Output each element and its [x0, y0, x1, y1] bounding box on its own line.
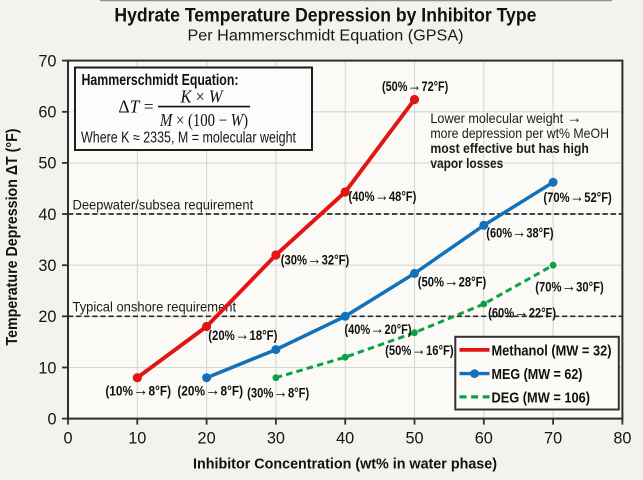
- svg-text:40: 40: [38, 206, 56, 224]
- svg-text:(10%→8°F): (10%→8°F): [105, 379, 171, 399]
- svg-text:K × W: K × W: [180, 86, 224, 106]
- svg-text:Per Hammerschmidt Equation (GP: Per Hammerschmidt Equation (GPSA): [188, 27, 464, 44]
- svg-text:10: 10: [128, 429, 146, 447]
- svg-text:M × (100 − W): M × (100 − W): [159, 110, 248, 130]
- svg-text:Hydrate Temperature Depression: Hydrate Temperature Depression by Inhibi…: [114, 4, 536, 26]
- svg-text:70: 70: [38, 52, 56, 70]
- svg-text:Where K ≈ 2335, M = molecular: Where K ≈ 2335, M = molecular weight: [81, 129, 297, 146]
- svg-text:(50%→72°F): (50%→72°F): [382, 75, 448, 95]
- svg-text:Hammerschmidt Equation:: Hammerschmidt Equation:: [82, 72, 239, 89]
- svg-text:0: 0: [63, 429, 72, 447]
- svg-text:50: 50: [405, 429, 423, 447]
- svg-text:(50%→16°F): (50%→16°F): [385, 339, 454, 359]
- svg-text:50: 50: [38, 155, 56, 173]
- svg-text:(70%→52°F): (70%→52°F): [543, 186, 611, 206]
- svg-text:Typical onshore requirement: Typical onshore requirement: [73, 299, 237, 315]
- svg-text:ΔT =: ΔT =: [118, 97, 153, 117]
- svg-text:Deepwater/subsea requirement: Deepwater/subsea requirement: [73, 197, 254, 213]
- svg-text:(40%→20°F): (40%→20°F): [345, 318, 412, 338]
- svg-text:(30%→8°F): (30%→8°F): [247, 381, 309, 401]
- svg-text:20: 20: [38, 308, 56, 326]
- svg-text:70: 70: [544, 429, 562, 447]
- svg-text:(20%→18°F): (20%→18°F): [208, 324, 277, 344]
- svg-text:MEG (MW = 62): MEG (MW = 62): [492, 367, 583, 383]
- svg-text:Methanol (MW = 32): Methanol (MW = 32): [492, 343, 612, 359]
- svg-text:80: 80: [613, 429, 631, 447]
- svg-text:(60%→22°F): (60%→22°F): [488, 302, 556, 322]
- svg-text:Temperature Depression ΔT (°F): Temperature Depression ΔT (°F): [4, 129, 21, 346]
- svg-text:(50%→28°F): (50%→28°F): [418, 271, 487, 291]
- svg-text:most effective but has high: most effective but has high: [430, 140, 589, 156]
- svg-text:vapor losses: vapor losses: [430, 155, 503, 171]
- svg-text:60: 60: [38, 104, 56, 122]
- svg-text:(30%→32°F): (30%→32°F): [281, 249, 350, 269]
- svg-text:Lower molecular weight →: Lower molecular weight →: [430, 108, 582, 127]
- svg-text:more depression per wt% MeOH: more depression per wt% MeOH: [430, 125, 609, 141]
- svg-text:20: 20: [198, 429, 216, 447]
- svg-text:30: 30: [38, 257, 56, 275]
- svg-text:60: 60: [475, 429, 493, 447]
- svg-text:Inhibitor Concentration (wt% i: Inhibitor Concentration (wt% in water ph…: [193, 456, 497, 472]
- svg-text:40: 40: [336, 429, 354, 447]
- svg-text:(20%→8°F): (20%→8°F): [177, 379, 243, 399]
- svg-text:0: 0: [47, 410, 56, 428]
- svg-text:(40%→48°F): (40%→48°F): [349, 185, 417, 205]
- svg-text:DEG (MW = 106): DEG (MW = 106): [492, 390, 591, 406]
- svg-text:(60%→38°F): (60%→38°F): [486, 221, 553, 241]
- svg-text:(70%→30°F): (70%→30°F): [535, 275, 604, 295]
- svg-text:30: 30: [267, 429, 285, 447]
- svg-text:10: 10: [38, 359, 56, 377]
